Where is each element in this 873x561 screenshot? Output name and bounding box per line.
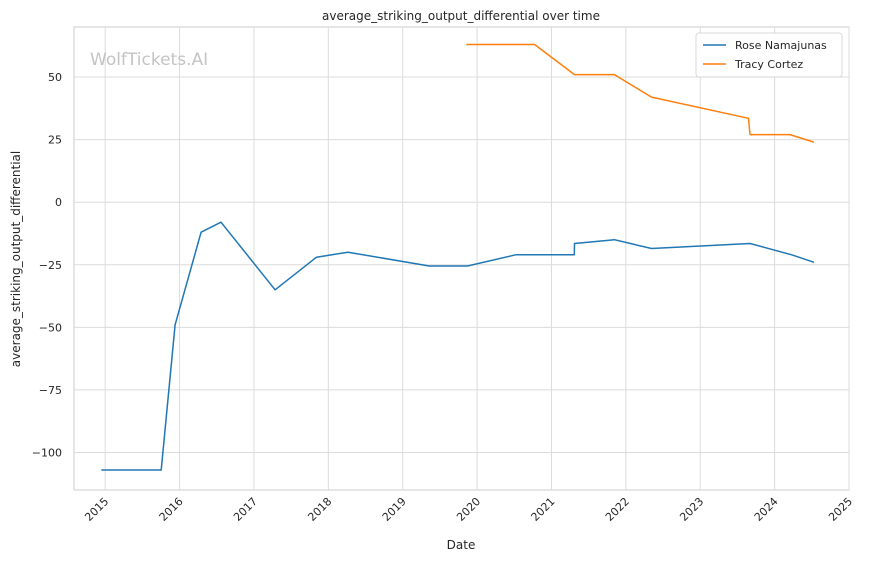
- x-tick-label: 2015: [82, 495, 111, 524]
- legend-label-tracy: Tracy Cortez: [734, 58, 803, 71]
- x-tick-label: 2016: [157, 495, 186, 524]
- x-axis-title: Date: [447, 538, 476, 552]
- x-tick-label: 2022: [603, 495, 632, 524]
- legend: Rose Namajunas Tracy Cortez: [695, 32, 843, 78]
- y-tick-label: 25: [48, 134, 62, 147]
- series-line-tracy-cortez: [466, 43, 815, 143]
- y-tick-label: −75: [39, 384, 62, 397]
- x-tick-label: 2019: [380, 495, 409, 524]
- x-tick-label: 2025: [826, 495, 855, 524]
- y-tick-label: 50: [48, 71, 62, 84]
- y-axis-title: average_striking_output_differential: [9, 151, 23, 367]
- y-axis: −100 −75 −50 −25 0 25 50: [32, 71, 62, 459]
- grid: [74, 27, 850, 490]
- x-tick-label: 2018: [305, 495, 334, 524]
- y-tick-label: −50: [39, 321, 62, 334]
- y-tick-label: −25: [39, 259, 62, 272]
- series-group: [101, 43, 815, 471]
- x-tick-label: 2017: [231, 495, 260, 524]
- x-axis: 2015 2016 2017 2018 2019 2020 2021 2022 2023 2024…: [82, 495, 855, 524]
- y-tick-label: 0: [55, 196, 62, 209]
- x-tick-label: 2023: [677, 495, 706, 524]
- y-tick-label: −100: [32, 446, 62, 459]
- legend-label-rose: Rose Namajunas: [735, 39, 827, 52]
- legend-box: [695, 32, 843, 78]
- chart-title: average_striking_output_differential ove…: [322, 9, 600, 23]
- x-tick-label: 2021: [529, 495, 558, 524]
- x-tick-label: 2020: [454, 495, 483, 524]
- series-line-rose-namajunas: [101, 221, 815, 471]
- watermark: WolfTickets.AI: [90, 50, 208, 70]
- x-tick-label: 2024: [752, 495, 781, 524]
- plot-area: [73, 26, 850, 491]
